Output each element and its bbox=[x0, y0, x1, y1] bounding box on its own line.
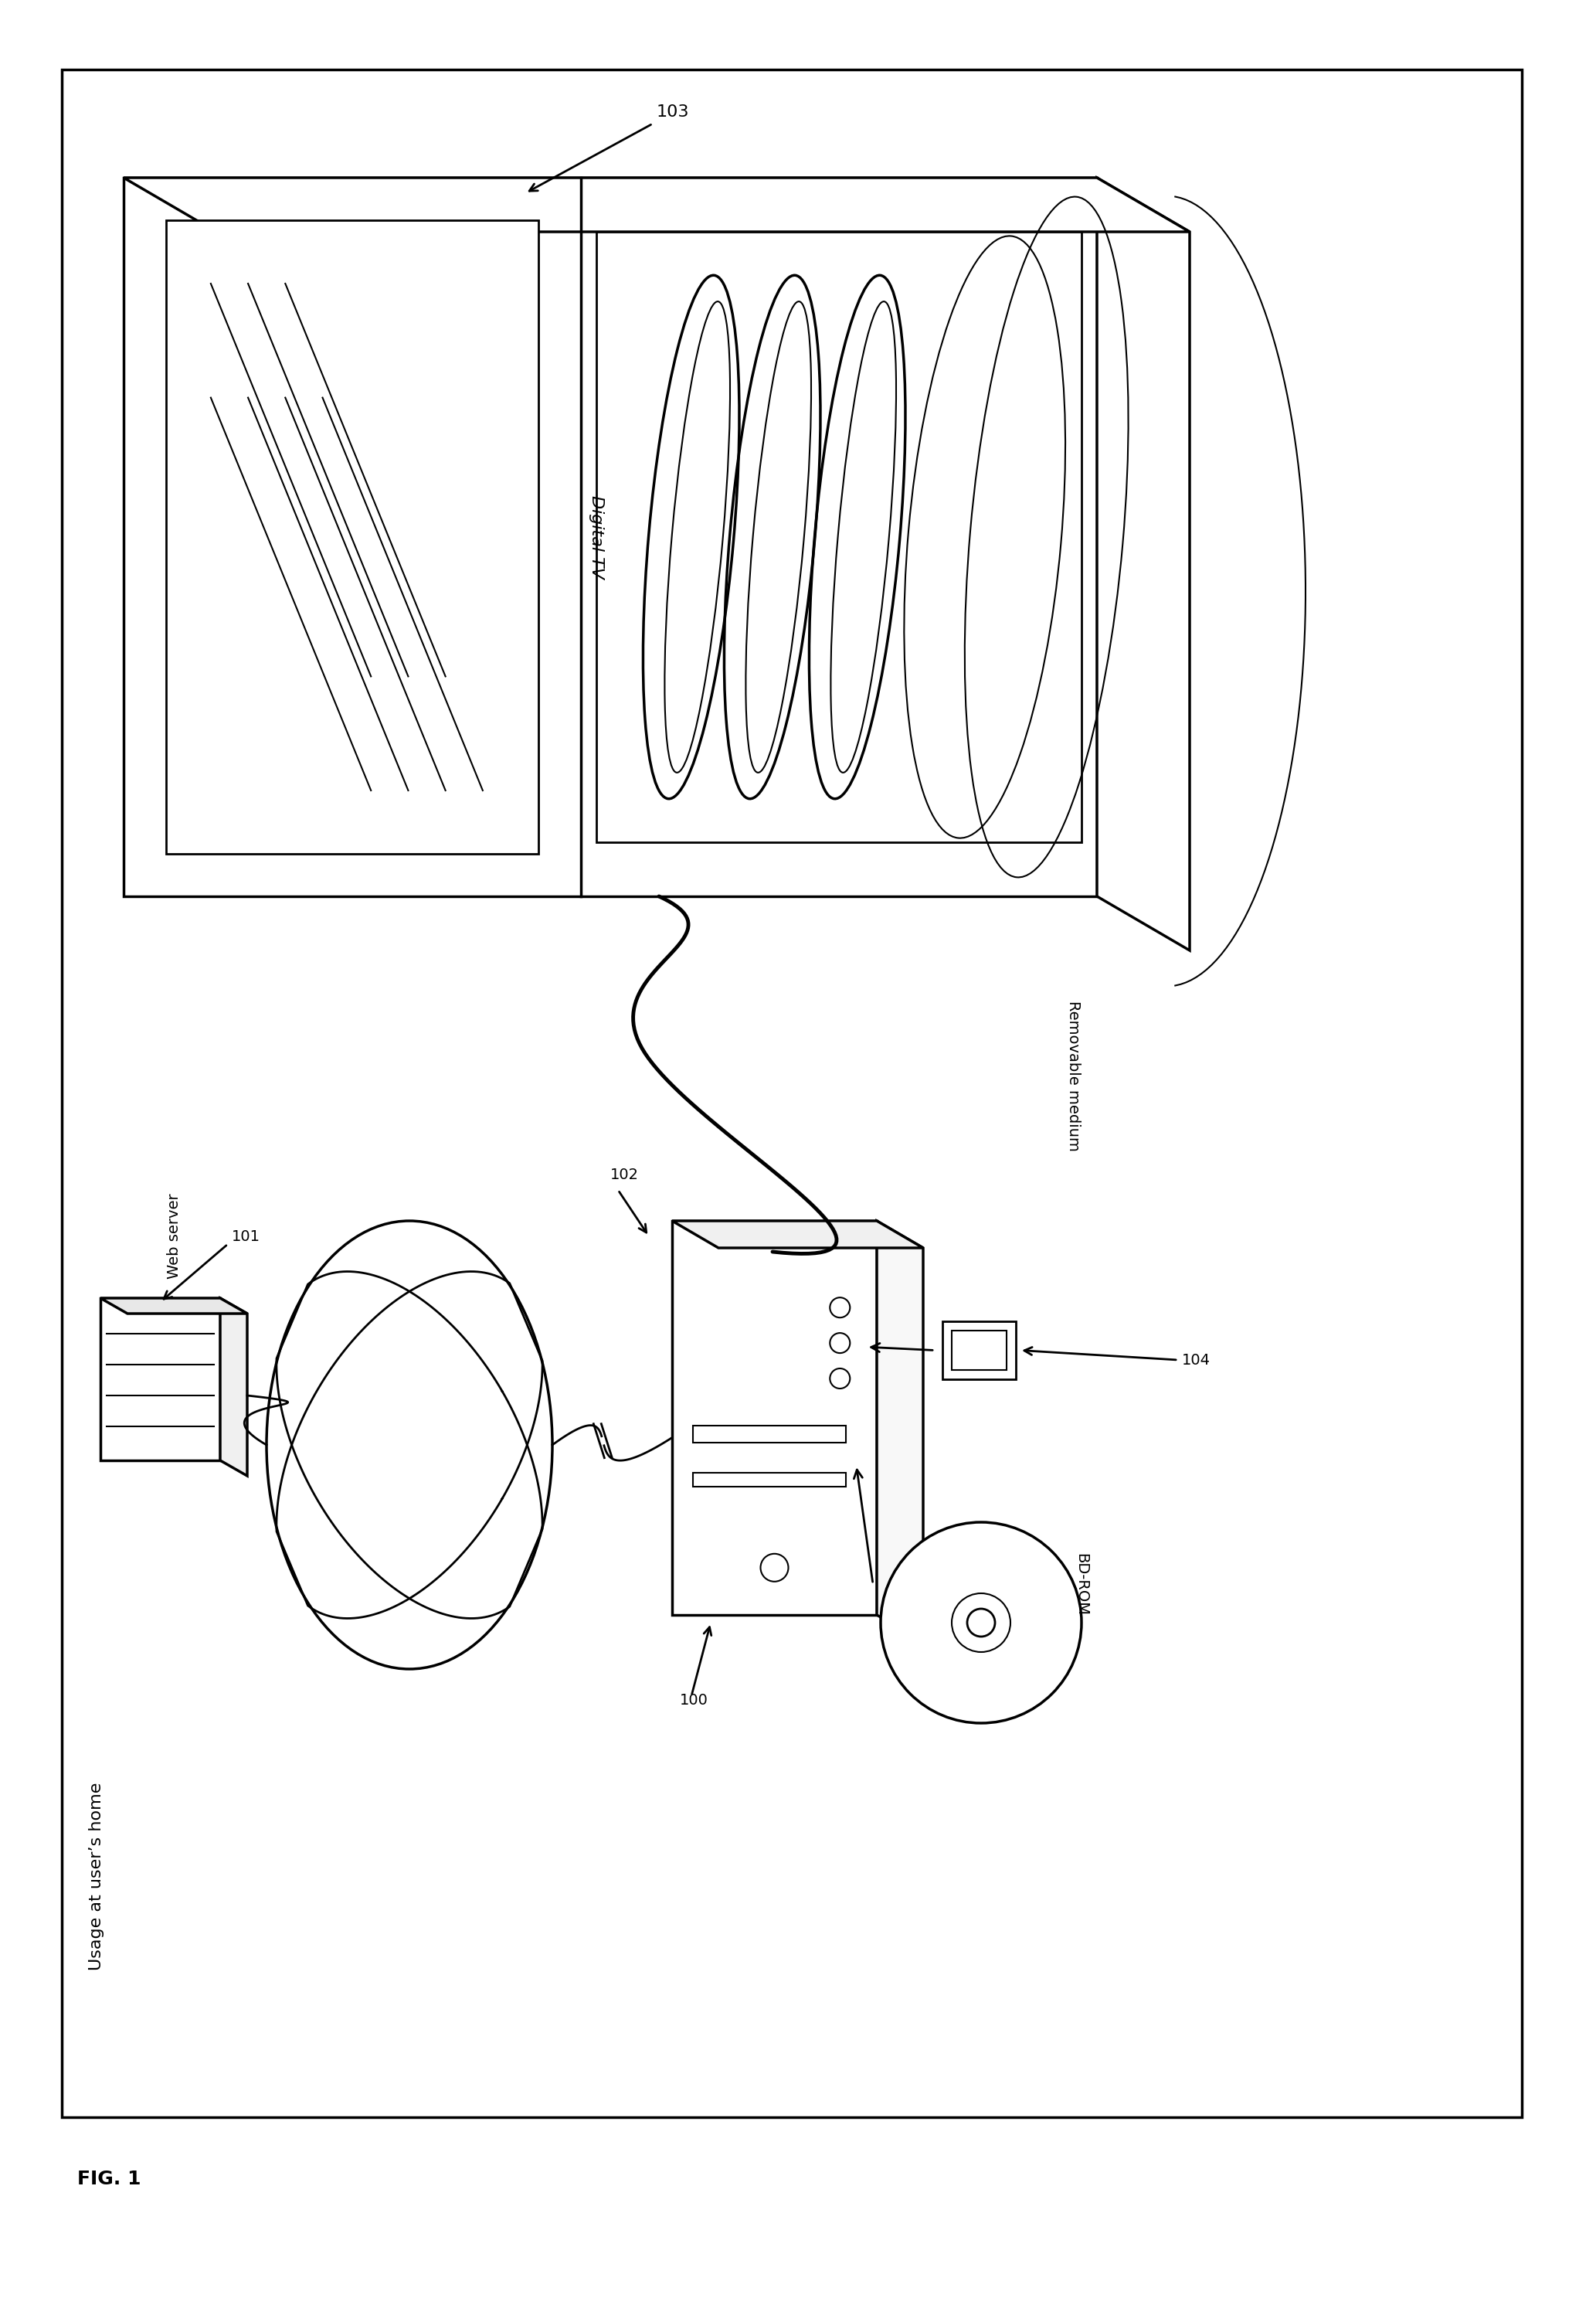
Polygon shape bbox=[101, 1299, 247, 1313]
Text: 103: 103 bbox=[656, 104, 689, 120]
Bar bbox=[597, 232, 1082, 843]
Polygon shape bbox=[876, 1220, 922, 1641]
Circle shape bbox=[881, 1523, 1082, 1722]
Bar bbox=[672, 1220, 876, 1616]
Ellipse shape bbox=[267, 1220, 552, 1669]
Bar bbox=[166, 220, 538, 854]
Text: BD-ROM: BD-ROM bbox=[1074, 1553, 1088, 1616]
Circle shape bbox=[830, 1296, 851, 1317]
Circle shape bbox=[830, 1368, 851, 1389]
Text: FIG. 1: FIG. 1 bbox=[77, 2169, 140, 2188]
Text: Removable medium: Removable medium bbox=[1066, 1000, 1080, 1151]
Bar bbox=[123, 178, 1096, 896]
Bar bbox=[101, 1299, 220, 1461]
Text: Web server: Web server bbox=[168, 1192, 182, 1278]
Circle shape bbox=[967, 1609, 994, 1637]
Bar bbox=[62, 69, 1523, 2118]
Text: 102: 102 bbox=[610, 1167, 638, 1183]
Bar bbox=[951, 1331, 1007, 1370]
Bar bbox=[943, 1322, 1015, 1380]
Circle shape bbox=[951, 1593, 1010, 1653]
Text: 100: 100 bbox=[680, 1692, 709, 1706]
Text: 101: 101 bbox=[231, 1229, 260, 1243]
Text: Usage at user’s home: Usage at user’s home bbox=[89, 1783, 104, 1970]
Bar bbox=[693, 1426, 846, 1442]
Bar bbox=[693, 1472, 846, 1486]
Text: 104: 104 bbox=[1183, 1352, 1210, 1368]
Polygon shape bbox=[220, 1299, 247, 1477]
Polygon shape bbox=[1096, 178, 1189, 951]
Text: Digital TV: Digital TV bbox=[589, 495, 605, 579]
Polygon shape bbox=[672, 1220, 922, 1248]
Circle shape bbox=[830, 1333, 851, 1352]
Circle shape bbox=[761, 1553, 788, 1581]
Polygon shape bbox=[123, 178, 1189, 232]
